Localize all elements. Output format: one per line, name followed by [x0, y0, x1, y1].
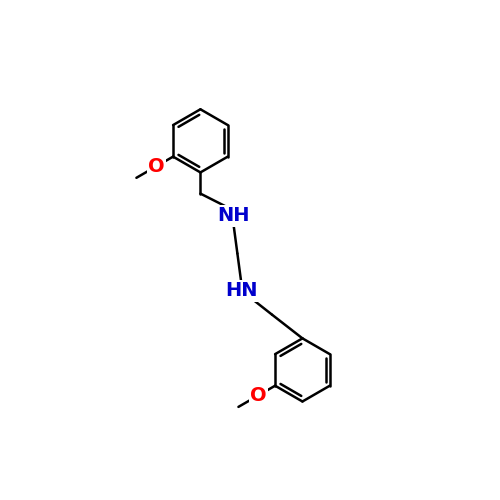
- Text: HN: HN: [226, 282, 258, 300]
- Text: NH: NH: [217, 206, 250, 226]
- Text: O: O: [148, 157, 164, 176]
- Text: O: O: [250, 386, 267, 405]
